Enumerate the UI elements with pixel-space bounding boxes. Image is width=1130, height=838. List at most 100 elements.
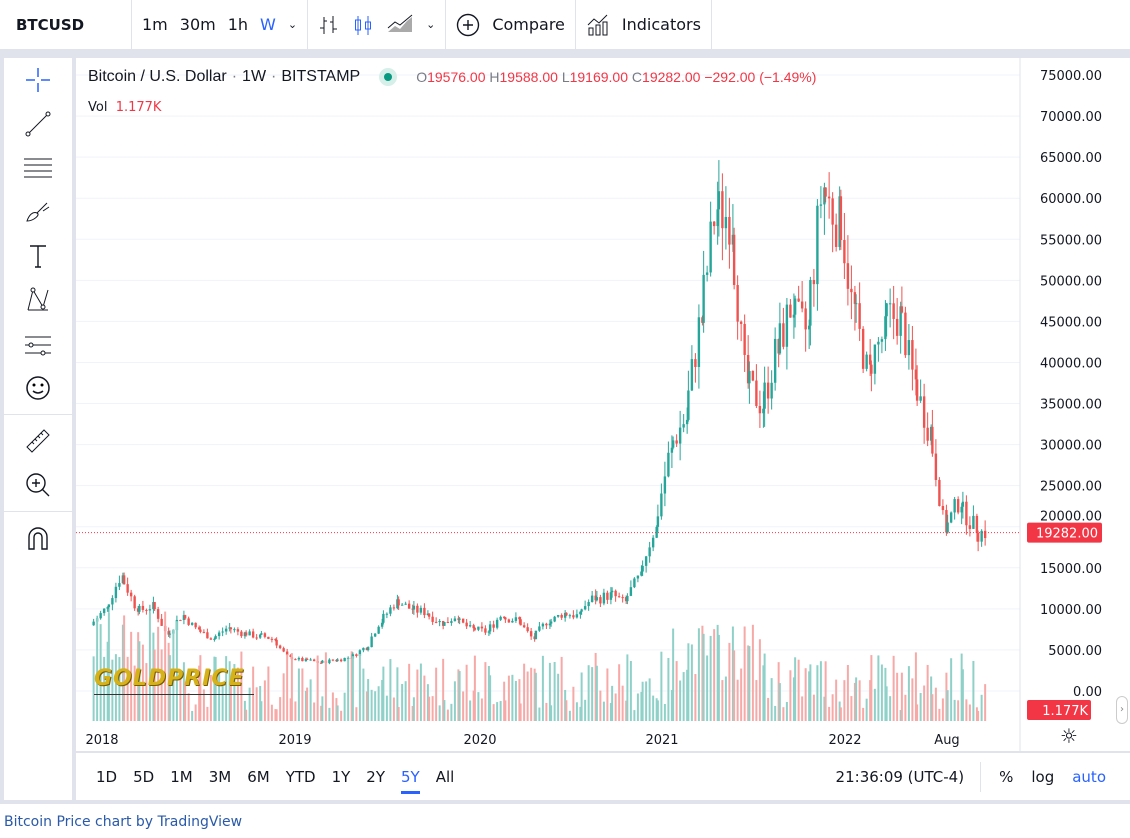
pattern-tool[interactable] (4, 278, 72, 322)
candle-body (373, 633, 377, 637)
candle-body (854, 303, 858, 305)
volume-bar (152, 632, 155, 721)
crosshair-tool[interactable] (4, 58, 72, 102)
volume-bar (584, 699, 587, 721)
trend-line-tool[interactable] (4, 102, 72, 146)
volume-bar (175, 621, 178, 721)
brush-tool[interactable] (4, 190, 72, 234)
candle-body (777, 338, 780, 354)
volume-bar (945, 672, 948, 721)
volume-bar (587, 665, 590, 721)
range-all[interactable]: All (435, 767, 455, 786)
log-scale-toggle[interactable]: log (1031, 767, 1055, 786)
legend-interval: 1W (242, 68, 267, 85)
emoji-tool[interactable] (4, 366, 72, 410)
scroll-right-handle[interactable]: › (1116, 696, 1128, 724)
text-tool[interactable] (4, 234, 72, 278)
volume-bar (896, 672, 899, 721)
chevron-down-icon[interactable]: ⌄ (426, 18, 436, 31)
candle-body (797, 298, 800, 302)
compare-button[interactable]: Compare (446, 0, 576, 49)
last-price-label: 19282.00 (1036, 527, 1098, 542)
volume-bar (282, 673, 285, 721)
candle-body (339, 659, 343, 662)
candle-body (321, 660, 324, 663)
volume-bar (763, 653, 766, 721)
range-1d[interactable]: 1D (96, 767, 118, 786)
candle-body (343, 657, 346, 662)
zoom-in-tool[interactable] (4, 463, 72, 507)
magnet-tool[interactable] (4, 516, 72, 560)
text-icon (30, 245, 46, 268)
range-1m[interactable]: 1M (170, 767, 193, 786)
auto-scale-toggle[interactable]: auto (1072, 767, 1106, 786)
chart-pane[interactable]: 75000.00 70000.00 65000.00 60000.00 55000.00… (76, 58, 1130, 800)
candle-body (809, 279, 812, 326)
candle-body (671, 440, 675, 448)
volume-bar (869, 680, 872, 721)
volume-bar (667, 657, 670, 721)
volume-bar (294, 701, 297, 721)
volume-bar (304, 690, 307, 721)
symbol-search[interactable]: BTCUSD (0, 0, 132, 49)
volume-bar (702, 633, 705, 721)
range-6m[interactable]: 6M (247, 767, 270, 786)
range-2y[interactable]: 2Y (366, 767, 386, 786)
candles-icon[interactable] (352, 14, 374, 36)
tradingview-attribution-link[interactable]: Bitcoin Price chart by TradingView (4, 814, 243, 830)
candle-body (397, 599, 400, 606)
candle-body (884, 316, 887, 340)
candle-body (473, 628, 477, 630)
range-3m[interactable]: 3M (208, 767, 232, 786)
percent-scale-toggle[interactable]: % (999, 767, 1014, 786)
bars-icon[interactable] (318, 14, 340, 36)
settings-gear[interactable]: ☼ (1060, 724, 1078, 748)
volume-bar (743, 626, 746, 721)
interval-1h[interactable]: 1h (227, 15, 249, 34)
interval-1m[interactable]: 1m (142, 15, 168, 34)
range-1y[interactable]: 1Y (331, 767, 351, 786)
volume-bar (225, 656, 228, 721)
last-volume-label: 1.177K (1042, 704, 1088, 719)
candle-body (926, 427, 929, 441)
volume-bar (731, 626, 734, 721)
candle-body (626, 595, 629, 602)
candle-body (717, 191, 721, 210)
range-ytd[interactable]: YTD (285, 767, 316, 786)
price-chart[interactable]: 75000.00 70000.00 65000.00 60000.00 55000.00… (76, 58, 1130, 751)
candle-body (400, 604, 404, 606)
volume-bar (751, 624, 754, 721)
candle-body (678, 427, 682, 444)
volume-bar (885, 686, 888, 721)
volume-bar (828, 706, 831, 721)
area-chart-icon[interactable] (386, 14, 414, 36)
candle-body (980, 530, 983, 542)
x-tick-label: 2018 (85, 733, 118, 748)
candle-body (949, 512, 953, 523)
range-5y[interactable]: 5Y (401, 767, 420, 794)
volume-bar (423, 675, 426, 721)
candle-body (709, 221, 712, 273)
volume-bar (656, 700, 659, 721)
interval-30m[interactable]: 30m (179, 15, 216, 34)
range-5d[interactable]: 5D (133, 767, 155, 786)
candle-body (335, 660, 338, 662)
candle-body (240, 631, 243, 637)
candle-body (328, 659, 331, 664)
ruler-tool[interactable] (4, 419, 72, 463)
candle-body (565, 612, 568, 616)
fib-tool[interactable] (4, 146, 72, 190)
indicators-button[interactable]: Indicators (576, 0, 712, 49)
chevron-down-icon[interactable]: ⌄ (287, 18, 298, 31)
forecast-tool[interactable] (4, 322, 72, 366)
volume-bar (442, 658, 445, 721)
volume-bar (358, 654, 361, 721)
volume-bar (782, 707, 785, 721)
volume-bar (862, 707, 865, 721)
volume-bar (831, 694, 834, 721)
interval-w[interactable]: W (260, 15, 276, 34)
y-tick-label: 20000.00 (1040, 510, 1102, 525)
candle-body (731, 234, 735, 245)
candle-body (190, 622, 194, 625)
volume-bar (690, 644, 693, 721)
